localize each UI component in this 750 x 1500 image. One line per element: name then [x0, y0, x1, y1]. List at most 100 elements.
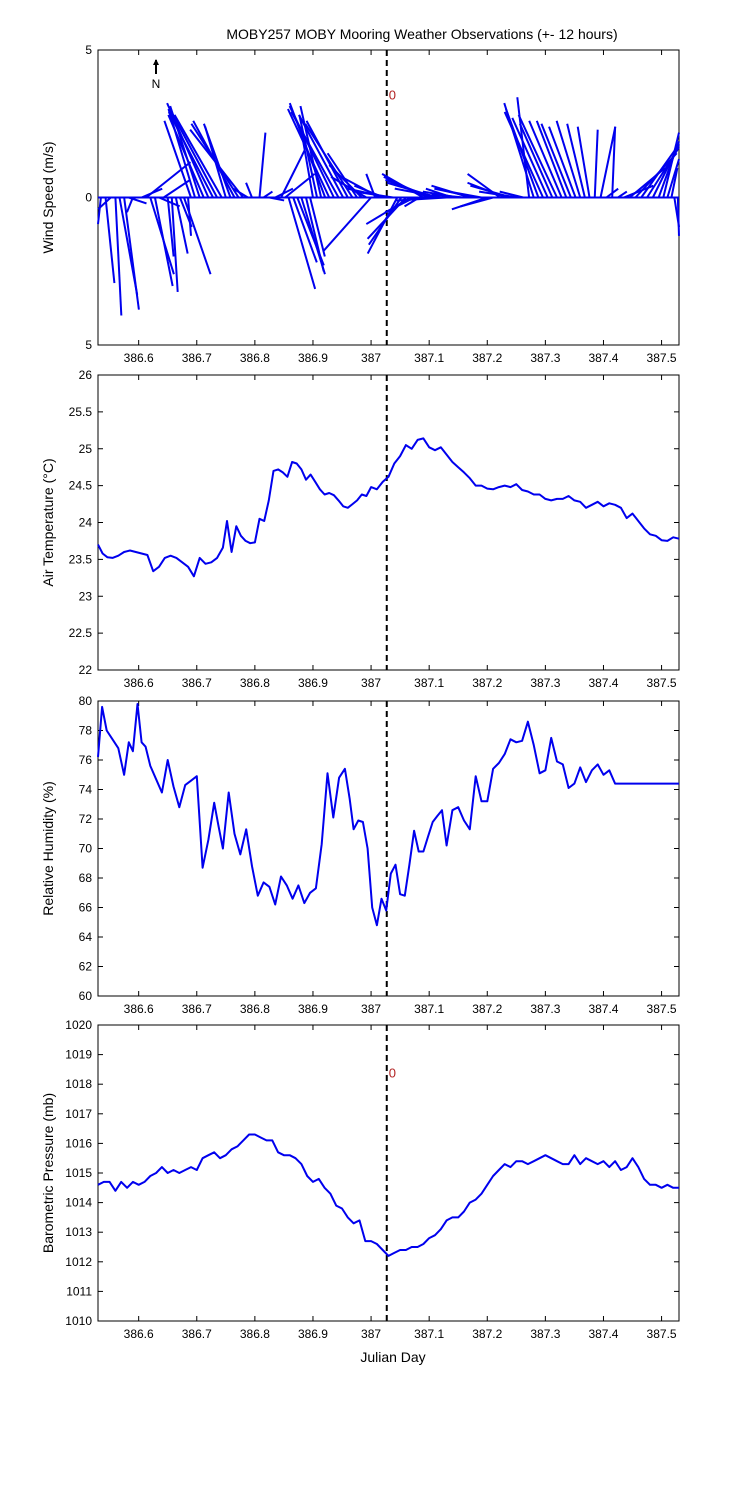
wind-vector [104, 197, 116, 284]
x-tick-label: 386.9 [298, 351, 328, 365]
chart-title: MOBY257 MOBY Mooring Weather Observation… [226, 26, 617, 42]
x-tick-label: 386.8 [240, 1002, 270, 1016]
x-tick-label: 386.8 [240, 676, 270, 690]
x-tick-label: 387.4 [588, 676, 618, 690]
y-tick-label: 25.5 [69, 405, 93, 419]
y-tick-label: 68 [79, 871, 93, 885]
y-tick-label: 72 [79, 812, 93, 826]
wind-vector [123, 197, 140, 310]
y-tick-label: 1018 [65, 1077, 92, 1091]
series-line-temperature [97, 437, 680, 578]
wind-vector [97, 197, 102, 225]
y-tick-label: 64 [79, 930, 93, 944]
x-tick-label: 386.9 [298, 1002, 328, 1016]
x-tick-label: 387.3 [530, 351, 560, 365]
y-tick-label: 1010 [65, 1314, 92, 1328]
wind-vector [167, 111, 214, 198]
x-tick-label: 387.4 [588, 1327, 618, 1341]
north-arrow-icon [153, 59, 159, 65]
wind-vector [158, 196, 181, 208]
wind-vector [518, 123, 554, 198]
x-tick-label: 386.9 [298, 1327, 328, 1341]
x-tick-label: 387.2 [472, 1327, 502, 1341]
y-tick-label: 66 [79, 901, 93, 915]
wind-vector [173, 114, 223, 198]
wind-vector [323, 196, 372, 252]
wind-vector [499, 190, 524, 199]
x-tick-label: 387 [361, 1002, 381, 1016]
wind-vector [548, 126, 577, 198]
wind-vector [153, 197, 174, 287]
y-tick-label: 24.5 [69, 479, 93, 493]
wind-vector [167, 114, 205, 198]
x-tick-label: 386.6 [124, 1327, 154, 1341]
wind-vector [169, 108, 218, 198]
marker-label: 0 [389, 1065, 396, 1080]
x-tick-label: 387.5 [647, 1327, 677, 1341]
wind-vector [394, 187, 443, 199]
x-tick-label: 386.8 [240, 351, 270, 365]
wind-vector [640, 143, 680, 199]
panel-temperature: 386.6 386.7 386.8 386.9 387 387.1 387.2 387.3 38… [40, 368, 680, 690]
wind-vector [170, 197, 179, 292]
y-tick-label: 0 [85, 191, 92, 205]
x-tick-label: 387.3 [530, 1327, 560, 1341]
y-tick-label: 1013 [65, 1225, 92, 1239]
x-tick-label: 387 [361, 1327, 381, 1341]
wind-vector [666, 158, 680, 198]
x-tick-label: 387.4 [588, 1002, 618, 1016]
wind-vector [126, 197, 134, 213]
panel-pressure: 386.6 386.7 386.8 386.9 387 387.1 387.2 387.3 38… [40, 1018, 680, 1341]
y-tick-label: 5 [85, 43, 92, 57]
x-tick-label: 387.1 [414, 676, 444, 690]
plot-frame [97, 374, 680, 671]
wind-vector [258, 132, 267, 198]
x-tick-label: 387 [361, 676, 381, 690]
wind-vector [611, 126, 617, 198]
wind-vector [354, 190, 394, 199]
x-tick-label: 387.5 [647, 351, 677, 365]
wind-vector [662, 132, 680, 198]
y-tick-label: 1020 [65, 1018, 92, 1032]
wind-vector [114, 197, 123, 316]
wind-vector [517, 114, 558, 198]
y-tick-label: 1019 [65, 1048, 92, 1062]
panel-wind: 386.6 386.7 386.8 386.9 387 387.1 387.2 387.3 38… [40, 43, 680, 365]
x-tick-label: 387.5 [647, 676, 677, 690]
wind-vector [245, 182, 253, 198]
x-tick-label: 386.9 [298, 676, 328, 690]
north-label: N [152, 77, 161, 91]
wind-vector [535, 120, 568, 198]
wind-vector [511, 117, 549, 198]
wind-vector [269, 196, 285, 202]
wind-vector [298, 114, 319, 198]
wind-vector [478, 190, 518, 199]
y-tick-label: 80 [79, 694, 93, 708]
x-tick-label: 386.8 [240, 1327, 270, 1341]
wind-vector [287, 108, 331, 198]
wind-vector [566, 123, 586, 198]
wind-vector [145, 161, 192, 199]
wind-vector [280, 149, 306, 198]
wind-vector [540, 123, 572, 198]
y-tick-label: 1016 [65, 1136, 92, 1150]
plot-frame [97, 700, 680, 997]
y-tick-label: 26 [79, 368, 93, 382]
wind-vector [460, 196, 494, 208]
x-tick-label: 386.6 [124, 676, 154, 690]
wind-vector [555, 120, 582, 198]
x-tick-label: 387.1 [414, 351, 444, 365]
panel-humidity: 386.6 386.7 386.8 386.9 387 387.1 387.2 387.3 38… [40, 694, 680, 1016]
wind-vector [599, 126, 617, 198]
wind-vector [576, 126, 591, 198]
y-tick-label: 62 [79, 960, 93, 974]
wind-vector [305, 197, 325, 272]
x-tick-label: 386.7 [182, 351, 212, 365]
y-axis-label: Wind Speed (m/s) [40, 141, 56, 253]
x-tick-label: 387.3 [530, 676, 560, 690]
wind-vector [431, 193, 465, 199]
x-tick-label: 387.2 [472, 351, 502, 365]
x-tick-label: 387.2 [472, 676, 502, 690]
x-axis-label: Julian Day [360, 1349, 425, 1365]
x-tick-label: 386.7 [182, 1002, 212, 1016]
